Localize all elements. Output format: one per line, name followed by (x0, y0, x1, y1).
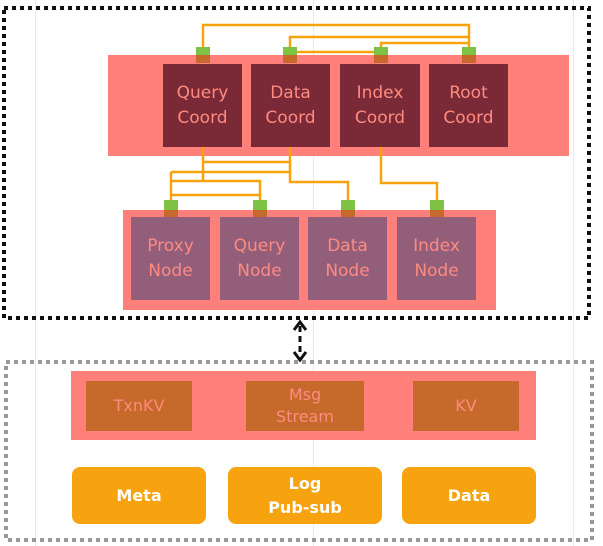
port (283, 47, 297, 63)
compute-boundary (2, 6, 591, 320)
index-coord: Index Coord (340, 64, 420, 147)
guide-line (573, 0, 574, 546)
bidirectional-arrow (292, 319, 308, 363)
storage-boundary (4, 360, 594, 542)
connector-query-node (171, 179, 262, 200)
proxy-node: Proxy Node (131, 217, 210, 300)
connector-data-root (288, 35, 469, 47)
kv: KV (413, 381, 519, 431)
port (196, 47, 210, 63)
guide-line (35, 0, 36, 546)
data-coord: Data Coord (251, 64, 330, 147)
data-storage: Data (402, 467, 536, 524)
port (253, 200, 267, 217)
port (164, 200, 178, 217)
query-coord: Query Coord (163, 64, 242, 147)
connector-index-coord-index-node (379, 147, 439, 200)
txnkv: TxnKV (86, 381, 192, 431)
index-node: Index Node (397, 217, 476, 300)
port (462, 47, 476, 63)
msg-stream: Msg Stream (246, 381, 364, 431)
port (341, 200, 355, 217)
root-coord: Root Coord (429, 64, 508, 147)
connector-index-root (379, 41, 469, 47)
connector-data-coord-data-node (288, 147, 350, 200)
meta-storage: Meta (72, 467, 206, 524)
log-pubsub-storage: Log Pub-sub (228, 467, 382, 524)
query-node: Query Node (220, 217, 299, 300)
port (430, 200, 444, 217)
data-node: Data Node (308, 217, 387, 300)
port (374, 47, 388, 63)
ports (164, 47, 476, 217)
